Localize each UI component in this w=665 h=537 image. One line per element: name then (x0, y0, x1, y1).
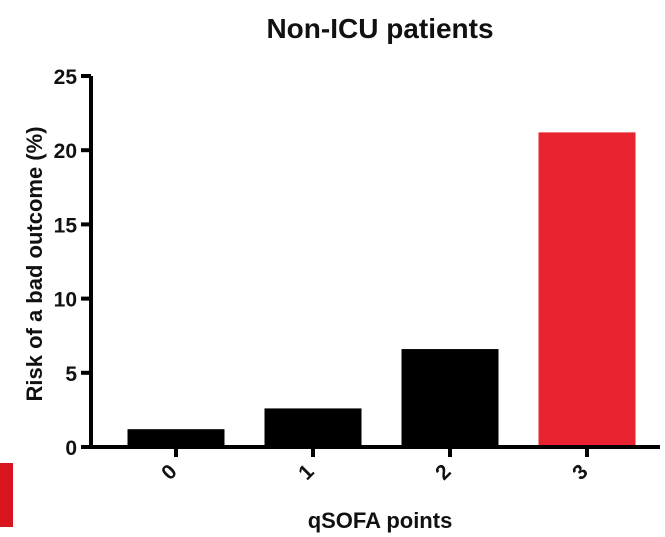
x-axis-label: qSOFA points (308, 508, 453, 533)
bar-0 (127, 429, 225, 447)
bar-3 (538, 132, 636, 447)
red-edge-marker (0, 463, 13, 527)
y-axis: 0 5 10 15 20 25 (54, 66, 93, 460)
chart-title: Non-ICU patients (266, 13, 493, 44)
x-tick-label: 3 (568, 460, 593, 485)
y-tick-label: 15 (54, 214, 78, 237)
bars (127, 132, 636, 447)
x-axis: 0 1 2 3 (89, 445, 660, 485)
y-tick-label: 0 (65, 437, 77, 460)
y-tick-label: 20 (54, 140, 77, 163)
bar-1 (264, 408, 362, 447)
y-axis-label: Risk of a bad outcome (%) (22, 126, 47, 401)
bar-2 (401, 349, 499, 447)
x-tick-label: 2 (431, 460, 456, 485)
y-tick-label: 10 (54, 289, 77, 312)
x-tick-label: 1 (294, 460, 319, 485)
y-tick-label: 5 (65, 363, 77, 386)
y-tick-label: 25 (54, 66, 78, 89)
x-tick-label: 0 (157, 460, 182, 485)
